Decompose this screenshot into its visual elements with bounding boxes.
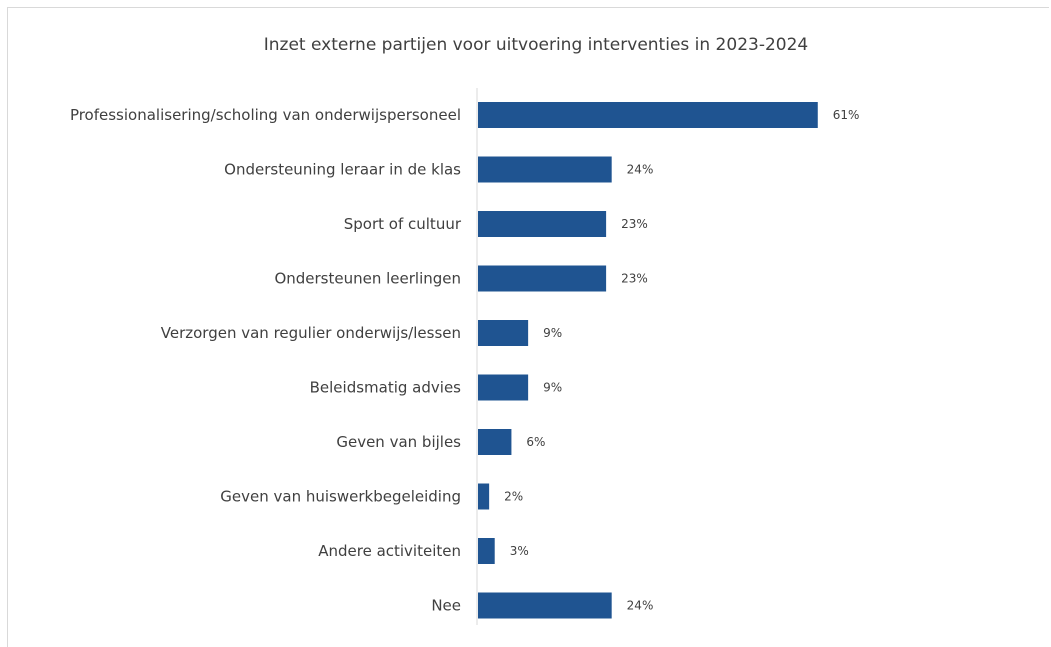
data-label: 23% <box>621 272 648 286</box>
bar <box>478 320 529 346</box>
data-label: 6% <box>526 435 545 449</box>
chart-title: Inzet externe partijen voor uitvoering i… <box>264 35 808 55</box>
chart-frame <box>7 7 1049 647</box>
bar <box>478 211 607 237</box>
category-label: Ondersteuning leraar in de klas <box>224 161 461 179</box>
bar <box>478 102 818 128</box>
category-label: Beleidsmatig advies <box>310 379 462 397</box>
bar <box>478 374 529 401</box>
category-label: Verzorgen van regulier onderwijs/lessen <box>161 324 461 342</box>
data-label: 61% <box>833 108 860 122</box>
category-label: Nee <box>431 597 461 615</box>
category-label: Geven van bijles <box>336 433 461 451</box>
data-label: 9% <box>543 381 562 395</box>
bar <box>478 156 612 183</box>
bar <box>478 538 495 564</box>
data-label: 2% <box>504 490 523 504</box>
bar <box>478 265 607 292</box>
category-label: Ondersteunen leerlingen <box>274 270 461 288</box>
data-label: 24% <box>627 599 654 613</box>
category-label: Andere activiteiten <box>318 542 461 560</box>
category-label: Geven van huiswerkbegeleiding <box>220 488 461 506</box>
bar <box>478 592 612 619</box>
bar <box>478 483 490 510</box>
bar <box>478 429 512 455</box>
data-label: 23% <box>621 217 648 231</box>
data-label: 9% <box>543 326 562 340</box>
data-label: 24% <box>627 163 654 177</box>
bars-group: Professionalisering/scholing van onderwi… <box>70 102 860 619</box>
category-label: Sport of cultuur <box>344 215 462 233</box>
data-label: 3% <box>510 544 529 558</box>
category-label: Professionalisering/scholing van onderwi… <box>70 106 461 124</box>
